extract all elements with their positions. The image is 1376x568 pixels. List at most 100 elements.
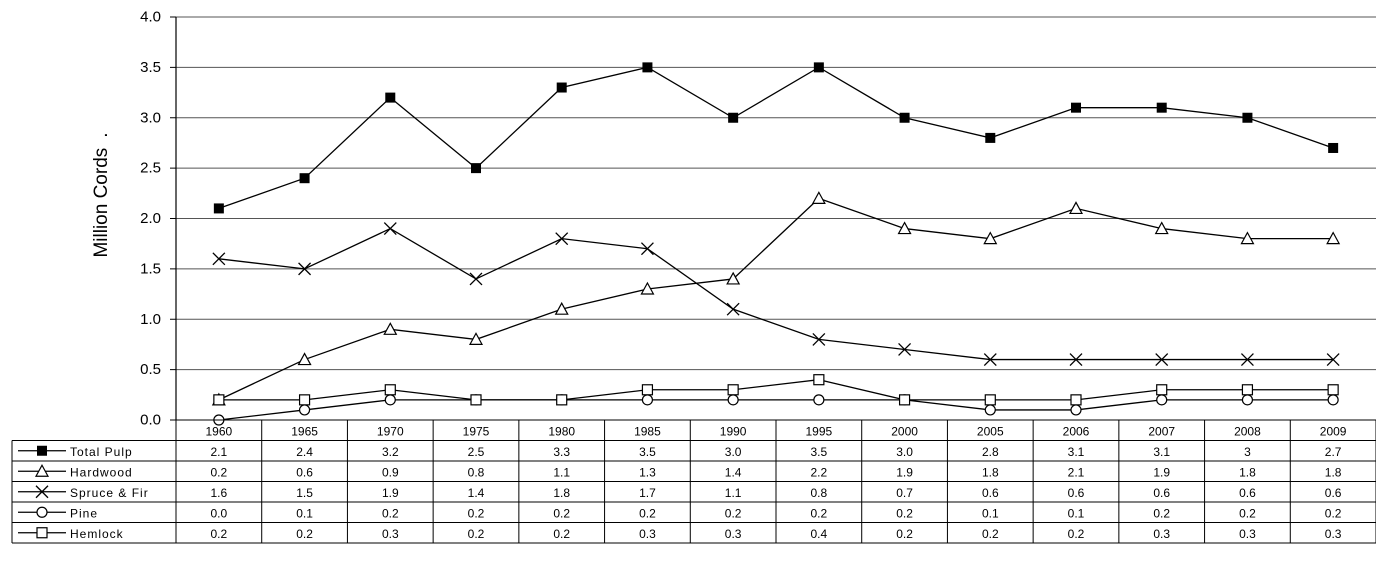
data-point-hemlock: [213, 394, 225, 406]
data-label: 0.7: [896, 486, 913, 500]
cross-stroke: [469, 272, 483, 286]
data-label: 3.2: [382, 445, 399, 459]
data-point-hemlock: [727, 384, 739, 396]
data-label: 3.5: [639, 445, 656, 459]
data-point-pine: [384, 394, 396, 406]
data-point-total-pulp: [985, 132, 996, 143]
data-label: 0.9: [382, 465, 399, 479]
cross-stroke: [726, 302, 740, 316]
data-label: 0.1: [982, 506, 999, 520]
data-label: 0.2: [553, 506, 570, 520]
data-label: 2.5: [468, 445, 485, 459]
data-label: 2.1: [1068, 465, 1085, 479]
x-tick-label: 2000: [891, 424, 918, 438]
data-label: 0.2: [553, 527, 570, 541]
y-tick-label: 4.0: [140, 9, 161, 26]
data-point-total-pulp: [1156, 102, 1167, 113]
cross-stroke: [383, 222, 397, 236]
data-point-hardwood: [897, 221, 912, 235]
legend-key-marker: [35, 485, 49, 499]
x-tick-label: 1990: [720, 424, 747, 438]
data-label: 0.6: [1153, 486, 1170, 500]
y-axis-label: Million Cords.: [91, 132, 112, 257]
data-label: 1.1: [725, 486, 742, 500]
cross-stroke: [212, 252, 226, 266]
data-label: 1.4: [468, 486, 485, 500]
y-tick-label: 0.5: [140, 361, 161, 378]
data-point-hemlock: [898, 394, 911, 406]
data-point-hardwood: [554, 301, 569, 315]
data-label: 0.1: [296, 506, 313, 520]
data-point-total-pulp: [1328, 142, 1339, 153]
data-label: 3.3: [553, 445, 570, 459]
data-point-hemlock: [384, 384, 396, 396]
legend-key-marker: [34, 463, 50, 477]
x-tick-label: 2009: [1320, 424, 1347, 438]
data-label: 3.1: [1068, 445, 1085, 459]
data-label: 0.2: [468, 506, 485, 520]
data-label: 0.3: [725, 527, 742, 541]
data-label: 1.8: [1239, 465, 1256, 479]
data-point-pine: [813, 394, 825, 406]
x-tick-label: 1995: [806, 424, 833, 438]
y-tick-label: 3.0: [140, 109, 161, 126]
legend-key-marker: [37, 445, 47, 456]
legend-key-marker: [36, 527, 48, 539]
data-label: 2.2: [811, 465, 828, 479]
data-label: 0.3: [382, 527, 399, 541]
data-point-total-pulp: [471, 163, 481, 174]
data-point-hemlock: [1241, 384, 1254, 396]
data-label: 1.1: [553, 465, 570, 479]
data-point-total-pulp: [385, 92, 396, 103]
data-point-hardwood: [383, 322, 398, 335]
data-label: 0.0: [211, 506, 228, 520]
data-label: 1.8: [553, 486, 570, 500]
data-point-total-pulp: [813, 62, 824, 73]
cross-stroke: [1326, 353, 1340, 367]
data-point-hardwood: [726, 271, 741, 285]
data-label: 2.8: [982, 445, 999, 459]
data-point-total-pulp: [899, 112, 910, 123]
data-point-hemlock: [470, 394, 482, 406]
data-point-pine: [1156, 394, 1168, 406]
data-label: 3.0: [725, 445, 742, 459]
data-label: 1.9: [1153, 465, 1170, 479]
data-label: 0.6: [982, 486, 999, 500]
data-label: 0.2: [468, 527, 485, 541]
data-label: 1.8: [982, 465, 999, 479]
legend-label: Hardwood: [70, 465, 133, 479]
data-label: 0.8: [811, 486, 828, 500]
data-point-total-pulp: [642, 62, 653, 73]
data-label: 2.4: [296, 445, 313, 459]
cross-stroke: [1155, 353, 1169, 367]
data-point-total-pulp: [213, 203, 224, 214]
legend-label: Hemlock: [70, 527, 124, 541]
y-tick-label: 1.5: [140, 260, 161, 277]
data-label: 1.7: [639, 486, 656, 500]
data-point-spruce-fir: [469, 272, 483, 286]
data-label: 2.7: [1325, 445, 1342, 459]
data-point-hardwood: [1154, 221, 1169, 235]
legend-label: Pine: [70, 506, 98, 520]
data-label: 0.6: [1239, 486, 1256, 500]
x-tick-label: 1980: [548, 424, 575, 438]
x-tick-label: 2008: [1234, 424, 1261, 438]
data-point-spruce-fir: [640, 242, 654, 256]
data-label: 3.1: [1153, 445, 1170, 459]
data-label: 1.4: [725, 465, 742, 479]
legend-key-marker: [36, 506, 48, 518]
legend-label: Total Pulp: [70, 445, 133, 459]
data-point-hardwood: [983, 231, 998, 245]
cross-stroke: [983, 353, 997, 367]
x-tick-label: 2007: [1148, 424, 1175, 438]
data-point-spruce-fir: [898, 343, 912, 356]
cross-stroke: [640, 242, 654, 256]
data-point-hardwood: [1240, 231, 1255, 245]
data-point-total-pulp: [299, 173, 310, 184]
x-tick-label: 2005: [977, 424, 1004, 438]
x-tick-label: 1970: [377, 424, 404, 438]
gridlines: [170, 16, 1376, 421]
data-point-spruce-fir: [298, 262, 312, 276]
data-point-spruce-fir: [1069, 353, 1083, 367]
data-point-pine: [727, 394, 739, 406]
